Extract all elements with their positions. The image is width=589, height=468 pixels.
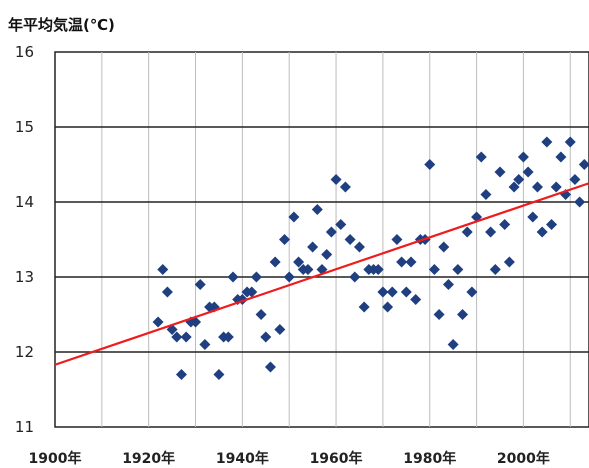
data-point	[358, 301, 370, 313]
data-point	[531, 181, 543, 193]
data-point	[307, 241, 319, 253]
data-point	[424, 159, 436, 170]
trend-line	[54, 182, 589, 366]
data-point	[494, 166, 506, 178]
data-point	[175, 369, 187, 380]
data-point	[391, 234, 403, 245]
x-tick-label: 1900年	[29, 450, 82, 467]
data-point	[574, 196, 586, 208]
data-point	[227, 271, 239, 283]
data-point	[325, 226, 337, 238]
data-point	[541, 136, 553, 148]
data-point	[372, 264, 384, 275]
data-point	[260, 331, 272, 343]
y-tick-label: 12	[15, 343, 34, 361]
data-point	[546, 219, 558, 230]
data-point	[311, 204, 323, 215]
data-point	[250, 271, 262, 283]
data-point	[161, 286, 173, 298]
data-point	[555, 151, 567, 163]
data-point	[578, 159, 589, 170]
data-point	[386, 286, 398, 298]
x-tick-label: 1940年	[216, 450, 269, 467]
x-tick-label: 1980年	[403, 450, 456, 467]
data-point	[213, 369, 225, 380]
data-point	[264, 361, 276, 373]
y-tick-label: 14	[15, 193, 34, 211]
data-point	[279, 234, 291, 245]
data-point	[503, 256, 515, 268]
data-point	[396, 256, 408, 268]
data-point	[405, 256, 417, 268]
data-point	[349, 271, 361, 283]
y-tick-label: 13	[15, 268, 34, 286]
data-point	[190, 316, 202, 328]
data-point	[508, 181, 520, 193]
x-tick-label: 1920年	[122, 450, 175, 467]
data-point	[283, 271, 295, 283]
data-point	[194, 279, 206, 290]
data-point	[461, 226, 473, 238]
y-tick-label: 15	[15, 118, 34, 136]
data-point	[302, 264, 314, 275]
data-point	[377, 286, 389, 298]
data-point	[321, 249, 333, 260]
data-point	[171, 331, 183, 343]
data-point	[344, 234, 356, 245]
horizontal-gridlines	[55, 126, 589, 353]
data-point	[522, 166, 534, 178]
data-point	[199, 339, 211, 350]
x-tick-labels: 1900年 1920年 1940年 1960年 1980年 2000年	[29, 450, 550, 467]
data-point	[447, 339, 459, 350]
data-point	[517, 151, 529, 163]
y-tick-label: 16	[15, 43, 34, 61]
data-point	[222, 331, 234, 343]
plot-area	[54, 51, 589, 428]
data-point	[442, 279, 454, 290]
data-point	[339, 181, 351, 193]
x-tick-label: 2000年	[497, 450, 550, 467]
data-point	[335, 219, 347, 230]
data-point	[288, 211, 300, 223]
data-point	[475, 151, 487, 163]
data-point	[433, 309, 445, 320]
data-point	[480, 189, 492, 200]
data-point	[452, 264, 464, 275]
data-point	[410, 294, 422, 305]
data-point	[489, 264, 501, 275]
data-point	[274, 324, 286, 335]
data-point	[382, 301, 394, 313]
data-point	[569, 174, 581, 185]
data-point	[152, 316, 164, 328]
data-point	[513, 174, 525, 185]
data-point	[255, 309, 267, 320]
data-point	[438, 241, 450, 253]
data-point	[457, 309, 469, 320]
data-point	[485, 226, 497, 238]
y-tick-labels: 11 12 13 14 15 16	[15, 43, 34, 436]
data-point	[330, 174, 342, 185]
data-point	[550, 181, 562, 193]
y-tick-label: 11	[15, 418, 34, 436]
y-axis-label: 年平均気温(℃)	[8, 16, 115, 34]
data-point	[269, 256, 281, 268]
data-point	[466, 286, 478, 298]
data-point	[428, 264, 440, 275]
data-point	[499, 219, 511, 230]
data-point	[293, 256, 305, 268]
data-point	[353, 241, 365, 253]
data-point	[157, 264, 169, 275]
data-points	[152, 136, 589, 380]
data-point	[400, 286, 412, 298]
data-point	[527, 211, 539, 223]
data-point	[180, 331, 192, 343]
data-point	[246, 286, 258, 298]
data-point	[564, 136, 576, 148]
data-point	[536, 226, 548, 238]
x-tick-label: 1960年	[310, 450, 363, 467]
